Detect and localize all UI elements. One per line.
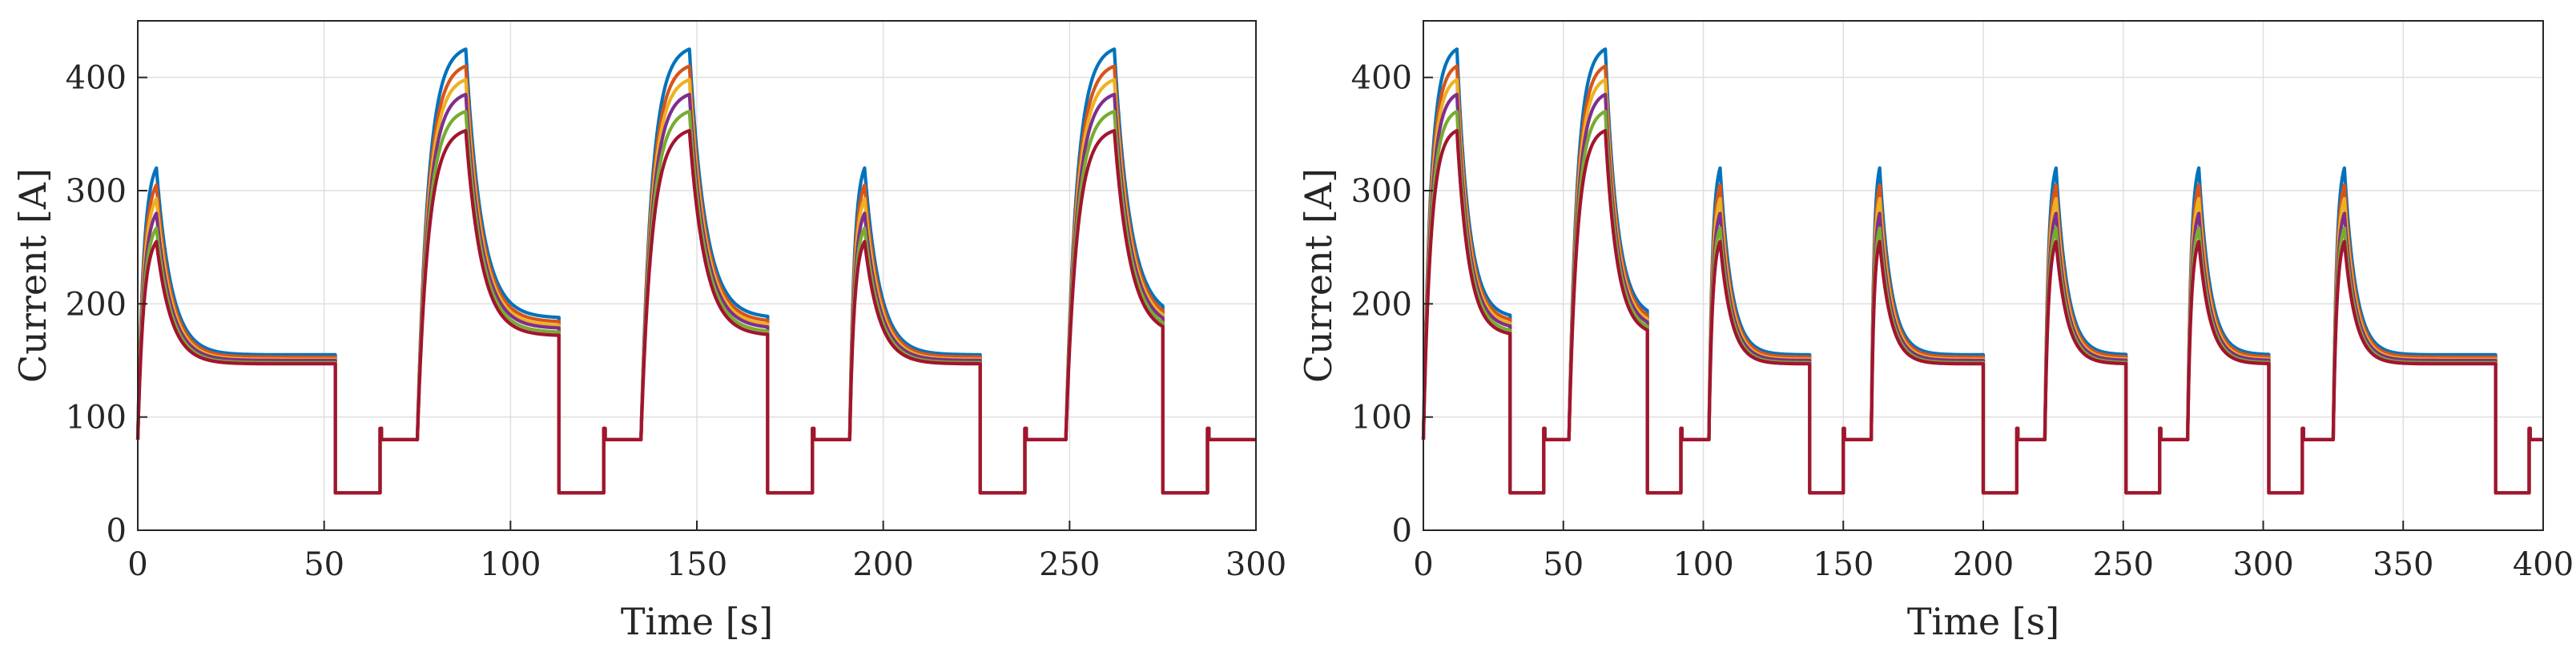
y-tick-label: 400 [66, 60, 127, 97]
x-tick-label: 100 [480, 546, 541, 583]
x-tick-label: 200 [1953, 546, 2014, 583]
x-tick-label: 400 [2513, 546, 2574, 583]
chart-right: 0 50 100 150 200 250 300 350 400 0 100 200 300 400 Tim… [1297, 20, 2574, 643]
x-tick-label: 150 [666, 546, 727, 583]
x-tick-label: 50 [304, 546, 344, 583]
series-line-6 [135, 129, 1256, 495]
series-line-2 [1421, 64, 2543, 495]
y-tick-label: 300 [1351, 173, 1412, 210]
y-tick-label: 300 [66, 173, 127, 210]
y-axis-label: Current [A] [11, 168, 54, 383]
series-line-4 [1421, 92, 2543, 495]
x-tick-label: 300 [2232, 546, 2293, 583]
x-tick-label: 0 [1413, 546, 1433, 583]
x-tick-label: 200 [852, 546, 913, 583]
y-axis-label: Current [A] [1297, 168, 1340, 383]
x-tick-label: 250 [1039, 546, 1100, 583]
y-tick-label: 100 [66, 400, 127, 437]
x-tick-label: 50 [1543, 546, 1584, 583]
y-tick-label: 400 [1351, 60, 1412, 97]
x-axis-label: Time [s] [1907, 600, 2059, 643]
x-tick-label: 250 [2093, 546, 2154, 583]
series-line-1 [1421, 47, 2543, 495]
x-axis-label: Time [s] [621, 600, 773, 643]
y-tick-label: 0 [107, 513, 127, 549]
y-tick-label: 200 [66, 286, 127, 323]
y-tick-label: 100 [1351, 400, 1412, 437]
x-tick-label: 150 [1813, 546, 1874, 583]
y-tick-label: 200 [1351, 286, 1412, 323]
x-tick-label: 0 [127, 546, 147, 583]
y-tick-label: 0 [1392, 513, 1412, 549]
chart-left: 0 50 100 150 200 250 300 0 100 200 300 400 Time [s] C… [11, 20, 1286, 643]
series-line-6 [1421, 129, 2543, 495]
x-tick-label: 300 [1226, 546, 1286, 583]
x-tick-label: 100 [1672, 546, 1733, 583]
x-tick-label: 350 [2373, 546, 2433, 583]
